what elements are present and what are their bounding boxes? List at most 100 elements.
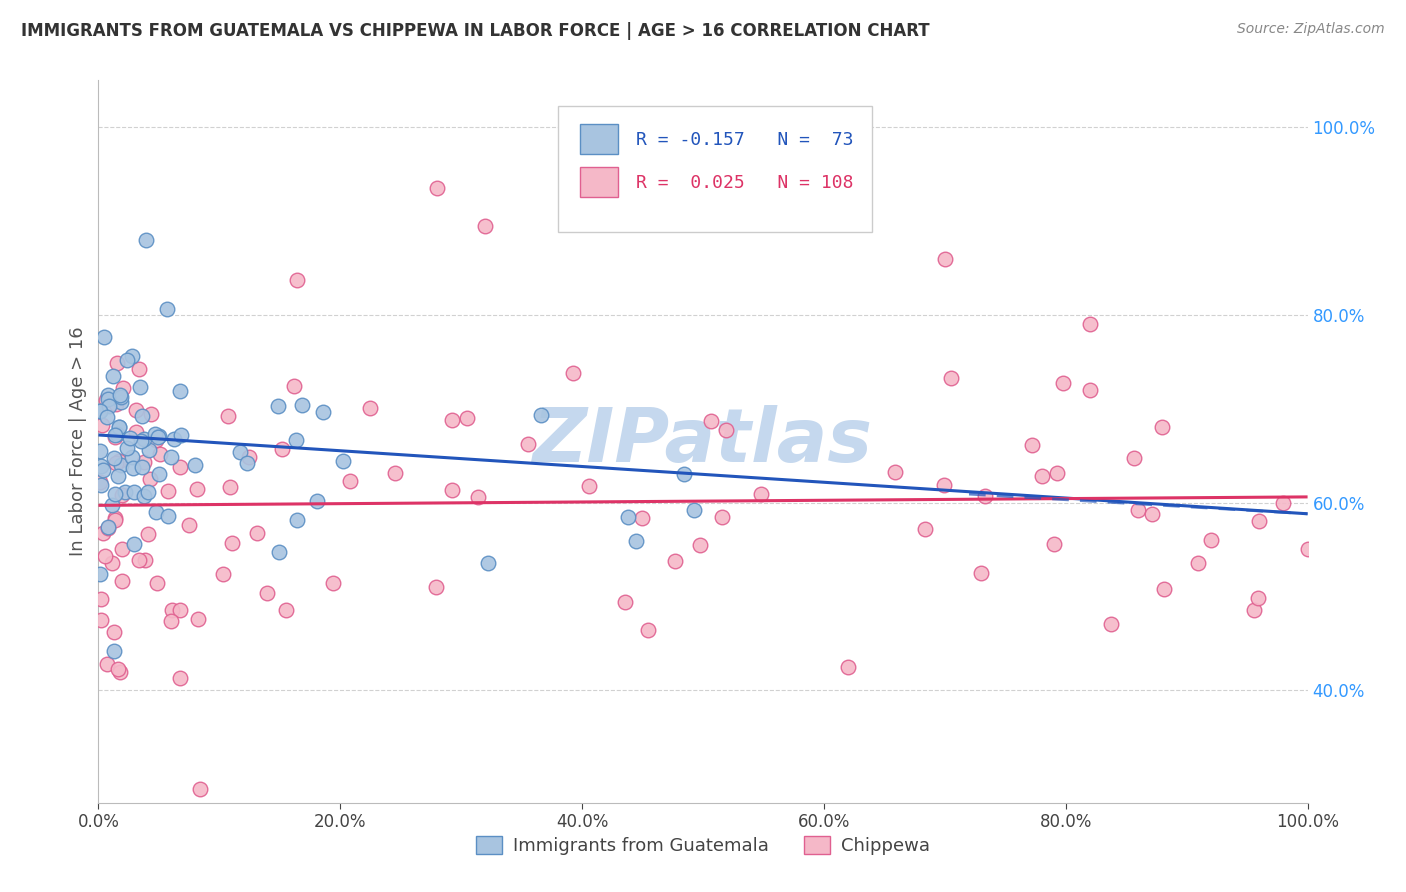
Point xyxy=(110,391,132,405)
Point xyxy=(111,574,134,589)
Point xyxy=(1021,437,1043,451)
Point xyxy=(1153,582,1175,597)
Point xyxy=(128,362,150,376)
Point xyxy=(156,484,179,499)
Point xyxy=(440,483,463,497)
Point xyxy=(974,489,997,503)
Point xyxy=(114,484,136,499)
Point xyxy=(229,445,252,459)
Text: R =  0.025   N = 108: R = 0.025 N = 108 xyxy=(637,174,853,192)
Point xyxy=(884,466,907,480)
Point xyxy=(426,181,449,195)
FancyBboxPatch shape xyxy=(579,124,619,154)
Point xyxy=(94,549,117,563)
FancyBboxPatch shape xyxy=(558,105,872,232)
Point xyxy=(1031,469,1053,483)
Point xyxy=(97,388,120,402)
Point xyxy=(160,603,183,617)
Point xyxy=(96,657,118,671)
Point xyxy=(108,419,131,434)
Point xyxy=(104,428,127,442)
Point xyxy=(440,413,463,427)
Point xyxy=(271,442,294,457)
Point xyxy=(163,432,186,446)
Point xyxy=(267,399,290,413)
Point xyxy=(285,273,308,287)
Point xyxy=(131,409,153,424)
Point xyxy=(359,401,381,415)
Point xyxy=(170,427,193,442)
Point xyxy=(184,458,207,472)
Point xyxy=(110,458,132,472)
Point xyxy=(186,482,208,496)
Point xyxy=(143,426,166,441)
Point xyxy=(425,580,447,594)
Point xyxy=(932,478,955,492)
Point xyxy=(90,458,112,473)
Point xyxy=(121,450,143,464)
Point xyxy=(179,518,201,533)
Point xyxy=(614,595,637,609)
Point xyxy=(122,485,145,500)
Point xyxy=(1078,383,1101,397)
Point xyxy=(169,603,191,617)
Point xyxy=(969,566,991,581)
Point xyxy=(1046,466,1069,480)
Point xyxy=(1199,533,1222,547)
Point xyxy=(125,425,148,439)
Point xyxy=(96,409,118,424)
Point xyxy=(108,665,131,680)
Point xyxy=(146,430,169,444)
Point xyxy=(93,330,115,344)
Point xyxy=(246,525,269,540)
Point xyxy=(132,455,155,469)
Point xyxy=(107,454,129,468)
Point xyxy=(217,409,239,423)
Point xyxy=(100,499,122,513)
Point xyxy=(1123,451,1146,466)
Point xyxy=(1296,542,1319,557)
Point xyxy=(107,662,129,676)
Point xyxy=(149,447,172,461)
Point xyxy=(105,397,128,411)
Point xyxy=(103,450,125,465)
Point xyxy=(107,420,129,434)
Point xyxy=(1152,420,1174,434)
Text: R = -0.157   N =  73: R = -0.157 N = 73 xyxy=(637,130,853,149)
Point xyxy=(456,411,478,425)
Point xyxy=(89,475,111,489)
Point xyxy=(617,510,640,524)
Y-axis label: In Labor Force | Age > 16: In Labor Force | Age > 16 xyxy=(69,326,87,557)
Point xyxy=(139,407,162,421)
Point xyxy=(105,456,128,470)
Point xyxy=(159,450,181,465)
Point xyxy=(700,414,723,428)
Point xyxy=(89,444,111,458)
Point xyxy=(111,488,134,502)
Point xyxy=(238,450,260,464)
Point xyxy=(631,510,654,524)
Point xyxy=(97,392,120,407)
Point xyxy=(138,526,160,541)
Point xyxy=(384,466,406,480)
Point xyxy=(311,405,333,419)
Point xyxy=(97,520,120,534)
Point xyxy=(103,369,125,384)
Point xyxy=(103,644,125,658)
Point xyxy=(683,503,706,517)
Point xyxy=(121,349,143,363)
Point xyxy=(332,454,354,468)
Point xyxy=(1247,591,1270,605)
Point xyxy=(160,614,183,628)
Point xyxy=(135,233,157,247)
Point xyxy=(134,432,156,446)
Point xyxy=(90,591,112,606)
Point xyxy=(129,434,152,449)
Point xyxy=(89,404,111,418)
Point xyxy=(115,441,138,455)
Point xyxy=(145,505,167,519)
Point xyxy=(235,456,257,470)
Point xyxy=(322,576,344,591)
Point xyxy=(120,431,142,445)
Point xyxy=(221,536,243,550)
